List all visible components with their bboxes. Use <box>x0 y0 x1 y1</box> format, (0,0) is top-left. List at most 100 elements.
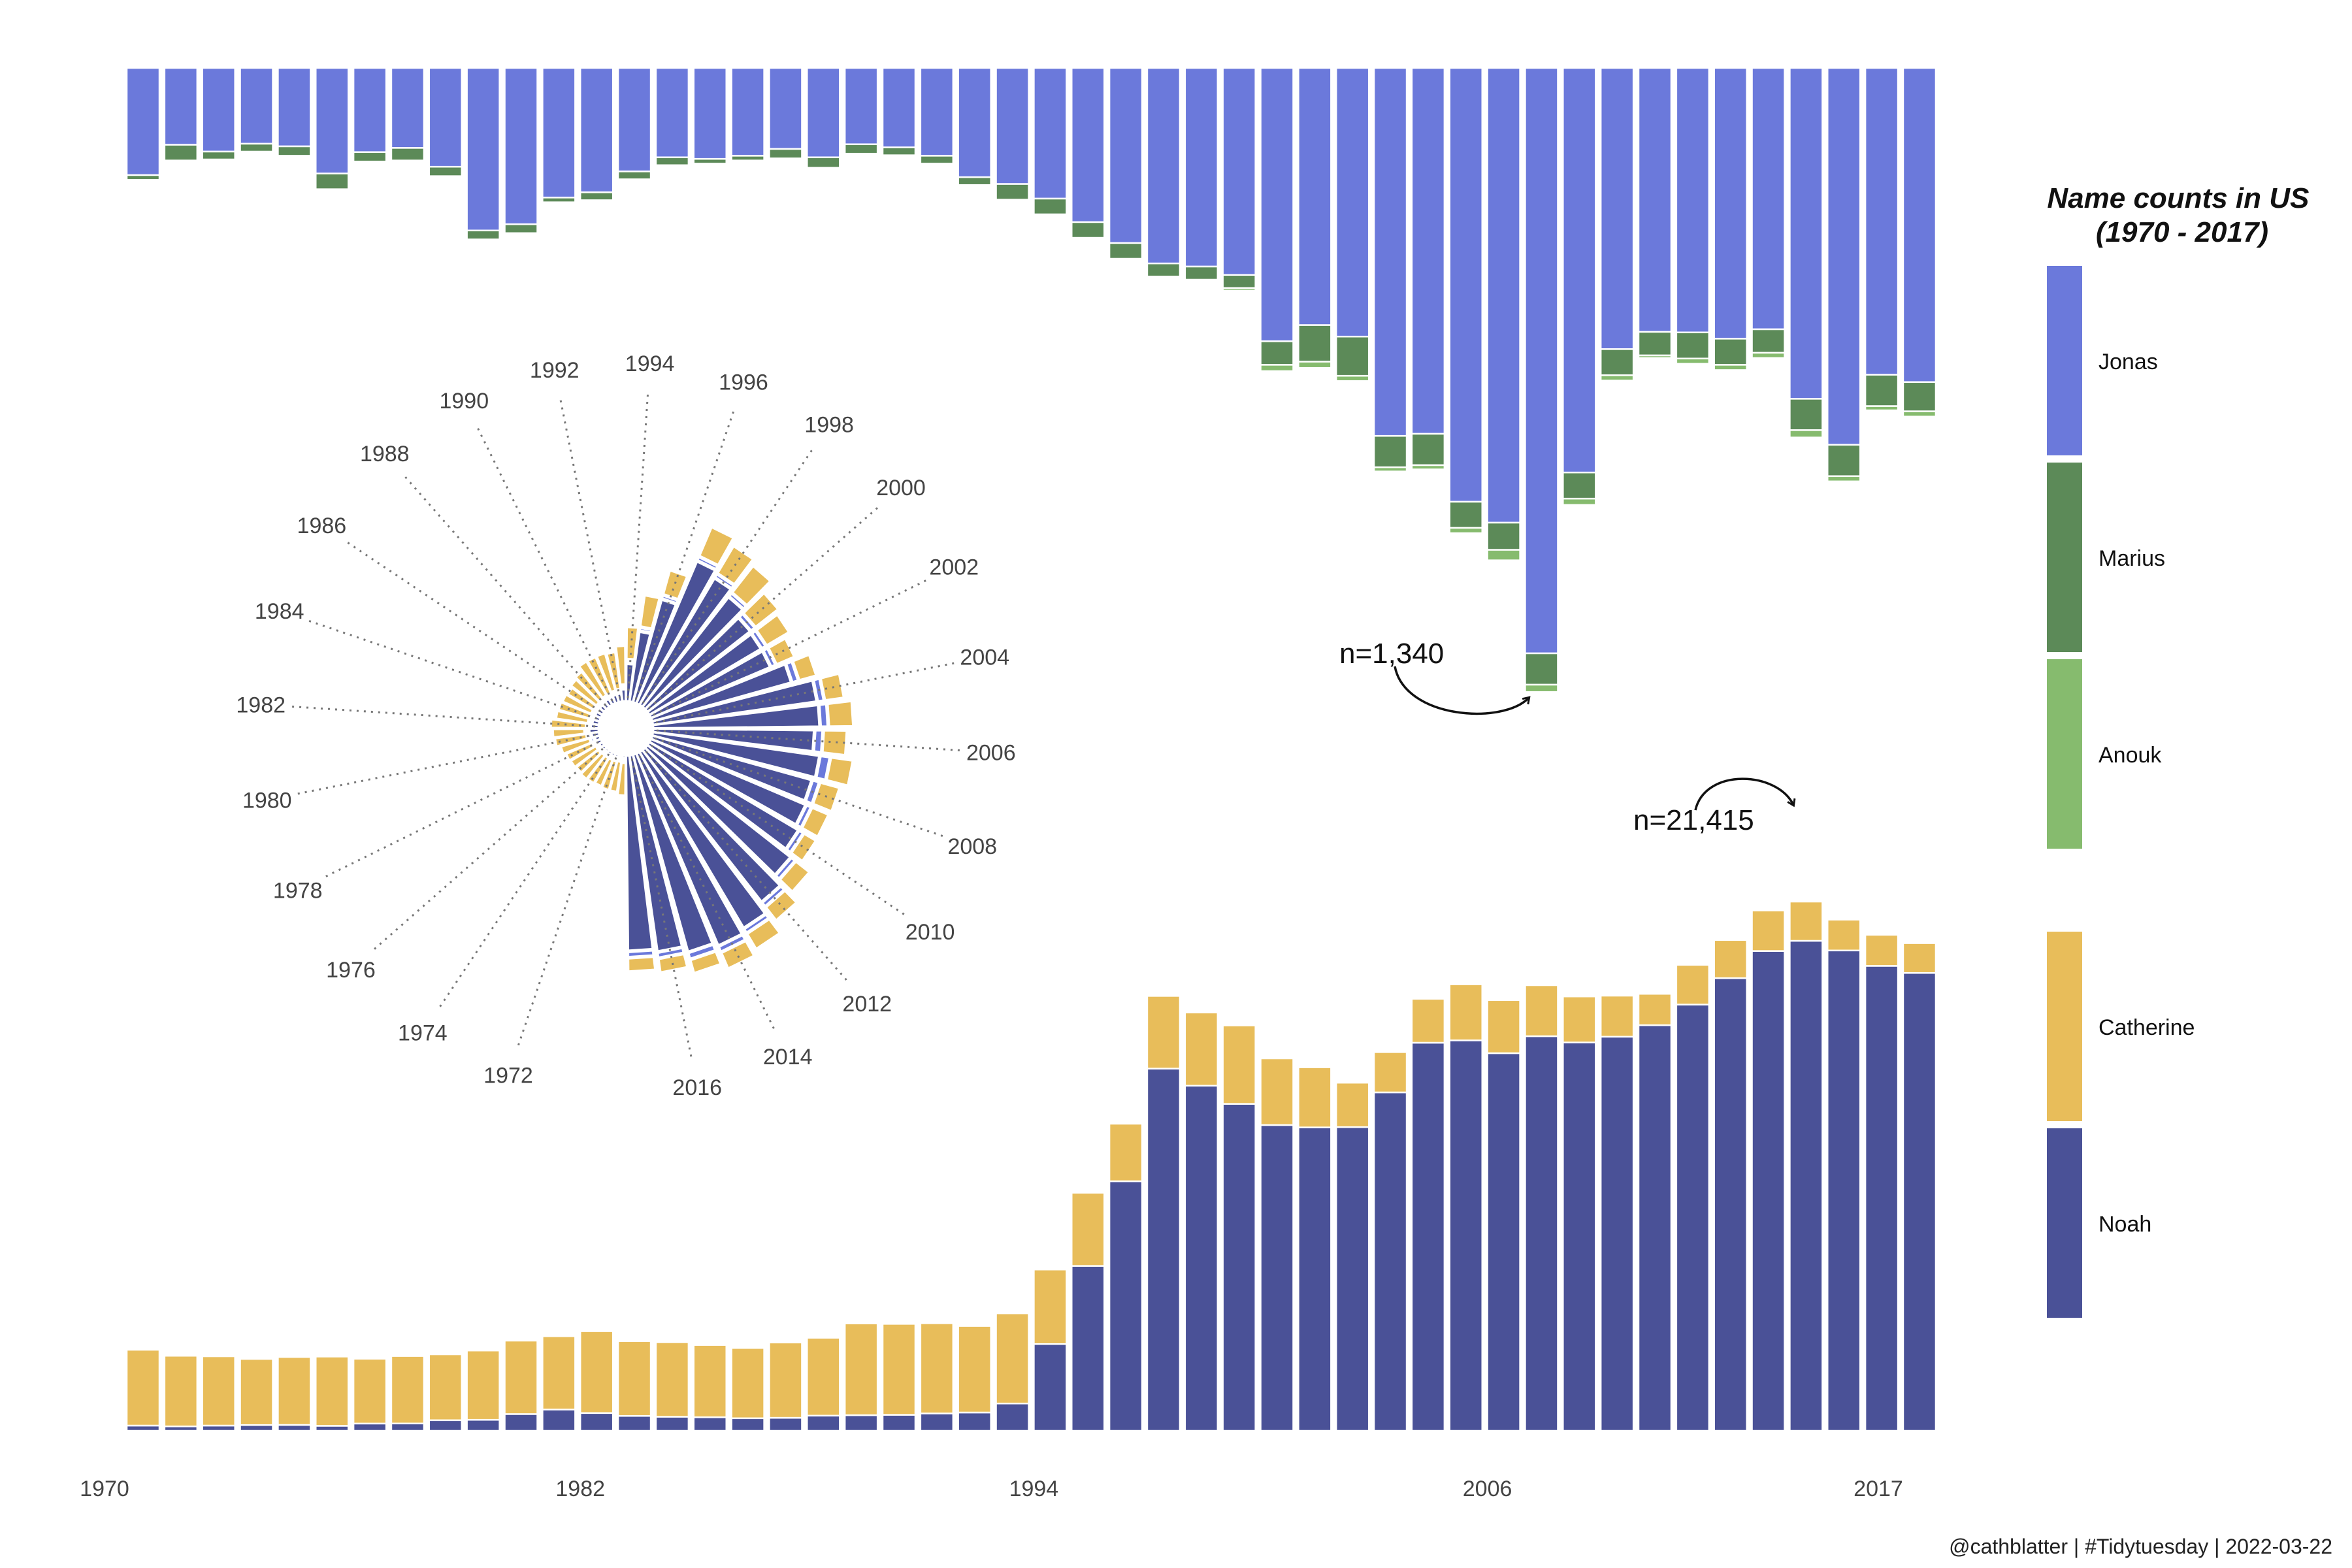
top-bar-jonas-1986 <box>730 67 765 157</box>
bottom-bar-noah-1978 <box>428 1419 463 1432</box>
bottom-bar-noah-2003 <box>1373 1091 1408 1432</box>
top-bar-jonas-2003 <box>1373 67 1408 437</box>
legend-title: Name counts in US (1970 - 2017) <box>2047 182 2317 248</box>
top-bar-marius-1986 <box>730 155 765 161</box>
top-bar-anouk-2009 <box>1599 374 1635 382</box>
x-tick-label-1970: 1970 <box>80 1477 129 1501</box>
top-bar-anouk-2015 <box>1827 475 1861 483</box>
top-bar-marius-2007 <box>1524 652 1559 686</box>
bottom-bar-catherine-2012 <box>1713 939 1748 979</box>
bottom-bar-catherine-1988 <box>806 1337 841 1417</box>
polar-bar-catherine-1992 <box>605 651 621 691</box>
top-bar-anouk-2002 <box>1335 374 1370 382</box>
polar-bar-noah-1981 <box>588 727 600 734</box>
polar-guide-1984 <box>308 620 597 720</box>
polar-hub <box>600 702 652 755</box>
top-bar-jonas-1985 <box>693 67 727 160</box>
polar-guide-1988 <box>404 476 607 706</box>
bottom-bar-catherine-2000 <box>1260 1057 1294 1126</box>
legend-label-anouk: Anouk <box>2099 743 2162 768</box>
polar-bar-jonas-2001 <box>751 629 767 649</box>
top-bar-jonas-2006 <box>1486 67 1521 524</box>
polar-bar-noah-1998 <box>638 577 732 708</box>
polar-bar-catherine-2006 <box>821 729 848 757</box>
annotation-top: n=1,340 <box>1339 638 1529 715</box>
top-bar-marius-2000 <box>1260 340 1294 366</box>
polar-chart: 1972 1974 1976 1978 1980 1982 1984 1986 1988 1990… <box>236 351 1015 1100</box>
polar-bar-jonas-1997 <box>696 556 719 570</box>
bottom-bar-catherine-2011 <box>1675 964 1710 1005</box>
top-bar-marius-1979 <box>466 229 500 240</box>
bottom-bar-catherine-1982 <box>579 1330 614 1414</box>
bottom-bar-catherine-1987 <box>768 1341 803 1419</box>
polar-bar-catherine-2011 <box>779 860 811 893</box>
x-tick-label-2017: 2017 <box>1854 1477 1903 1501</box>
polar-bar-catherine-2010 <box>790 832 817 862</box>
polar-guide-2012 <box>645 751 847 981</box>
top-bar-jonas-1974 <box>277 67 312 148</box>
polar-bar-catherine-2013 <box>745 918 781 951</box>
top-bar-jonas-1996 <box>1108 67 1143 244</box>
polar-label-1982: 1982 <box>236 693 286 717</box>
top-bar-jonas-2012 <box>1713 67 1748 340</box>
polar-bar-catherine-1970 <box>617 762 627 797</box>
polar-guide-2002 <box>653 580 926 716</box>
top-bar-jonas-2001 <box>1298 67 1332 326</box>
bottom-bar-noah-1993 <box>995 1402 1030 1432</box>
legend-swatch-marius <box>2047 463 2082 652</box>
top-bar-marius-2011 <box>1675 331 1710 360</box>
polar-label-1992: 1992 <box>530 358 580 383</box>
top-bar-jonas-2015 <box>1827 67 1861 446</box>
top-bar-jonas-2009 <box>1599 67 1635 350</box>
bottom-bar-catherine-2016 <box>1864 934 1899 967</box>
bottom-bar-noah-1988 <box>806 1414 841 1432</box>
top-bar-marius-2017 <box>1902 381 1937 412</box>
polar-bar-jonas-2006 <box>813 729 824 753</box>
top-bar-jonas-1975 <box>315 67 350 174</box>
bottom-bar-catherine-1989 <box>843 1322 879 1416</box>
bottom-bar-noah-1989 <box>843 1414 879 1432</box>
top-bar-anouk-2013 <box>1751 351 1786 359</box>
polar-bar-catherine-1981 <box>551 728 585 739</box>
top-bar-anouk-2004 <box>1411 464 1446 470</box>
polar-guide-1996 <box>634 411 734 700</box>
top-bar-marius-1990 <box>881 146 917 156</box>
top-bar-marius-1973 <box>239 142 274 153</box>
bottom-bar-noah-1997 <box>1146 1068 1181 1432</box>
bottom-bar-noah-1991 <box>919 1413 955 1432</box>
legend-label-jonas: Jonas <box>2099 350 2158 374</box>
bottom-bar-noah-2005 <box>1448 1039 1483 1432</box>
bottom-bar-catherine-1992 <box>957 1325 992 1414</box>
polar-bar-noah-2016 <box>629 753 683 953</box>
polar-bar-jonas-2011 <box>774 857 796 880</box>
polar-guide-2006 <box>656 729 960 751</box>
polar-bar-noah-2011 <box>644 743 792 876</box>
polar-bar-noah-2012 <box>641 746 781 903</box>
bottom-bar-catherine-1983 <box>617 1340 652 1417</box>
polar-bar-noah-2009 <box>648 738 807 826</box>
top-bar-anouk-2012 <box>1713 364 1748 371</box>
top-bar-anouk-2011 <box>1675 357 1710 365</box>
bottom-panel-bars <box>125 900 1937 1432</box>
polar-bar-jonas-1991 <box>610 691 617 696</box>
polar-bar-noah-2003 <box>650 663 792 723</box>
bottom-bar-noah-1983 <box>617 1414 652 1432</box>
bottom-bar-catherine-1984 <box>655 1341 690 1418</box>
top-bar-anouk-2017 <box>1902 410 1937 417</box>
bottom-bar-noah-2017 <box>1902 972 1937 1432</box>
top-bar-marius-1974 <box>277 145 312 157</box>
polar-bar-noah-2010 <box>646 741 800 850</box>
top-bar-marius-2002 <box>1335 335 1370 377</box>
top-bar-jonas-2008 <box>1562 67 1597 474</box>
polar-bar-catherine-1989 <box>578 660 608 699</box>
legend-swatch-anouk <box>2047 659 2082 849</box>
polar-label-1996: 1996 <box>719 370 768 395</box>
top-bar-anouk-2010 <box>1637 354 1673 359</box>
top-bar-anouk-2007 <box>1524 683 1559 693</box>
polar-label-1976: 1976 <box>326 958 376 983</box>
polar-bar-noah-1993 <box>620 688 627 702</box>
top-bar-marius-1977 <box>390 147 425 161</box>
bottom-bar-catherine-2007 <box>1524 984 1559 1037</box>
bottom-bar-noah-1995 <box>1071 1265 1105 1432</box>
polar-bar-catherine-2005 <box>826 700 855 728</box>
